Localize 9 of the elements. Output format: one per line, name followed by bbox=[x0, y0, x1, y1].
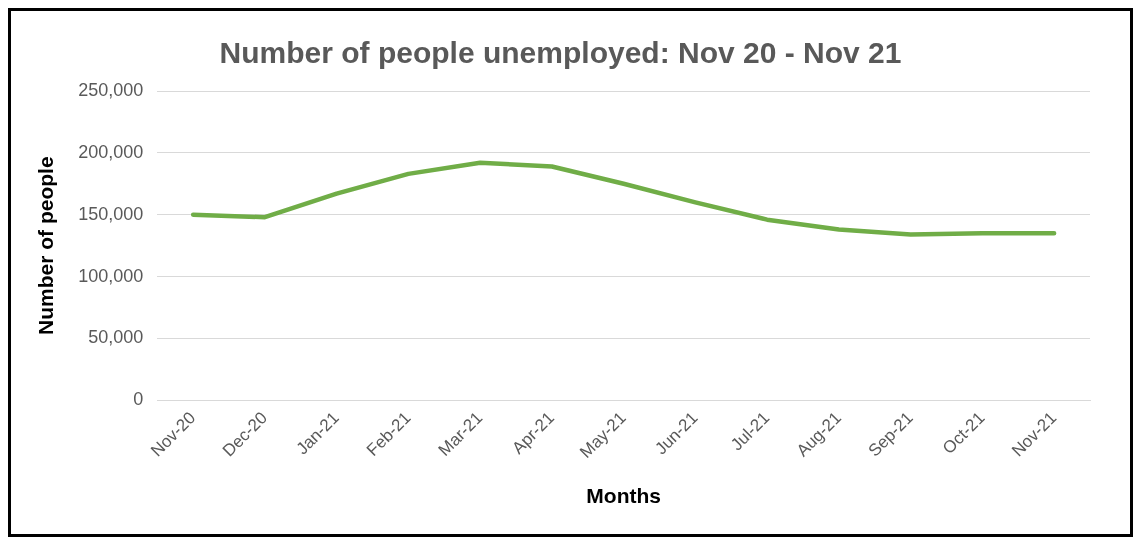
y-tick-label: 250,000 bbox=[78, 79, 144, 100]
y-tick-label: 150,000 bbox=[78, 203, 144, 224]
x-axis-title: Months bbox=[586, 484, 661, 508]
y-tick-label: 0 bbox=[133, 389, 144, 410]
y-tick-label: 200,000 bbox=[78, 141, 144, 162]
y-tick-label: 50,000 bbox=[88, 327, 144, 348]
y-tick-label: 100,000 bbox=[78, 265, 144, 286]
y-axis-title: Number of people bbox=[34, 156, 58, 335]
chart-title: Number of people unemployed: Nov 20 - Nov 21 bbox=[219, 36, 902, 70]
